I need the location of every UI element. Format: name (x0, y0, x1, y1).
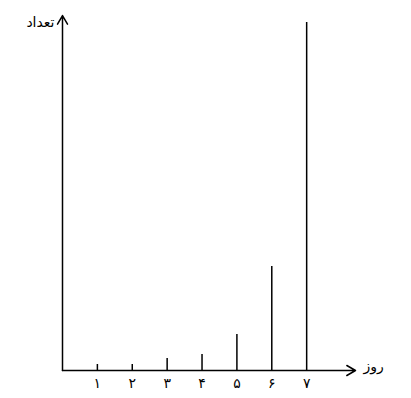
svg-text:۱: ۱ (94, 375, 102, 391)
svg-text:۳: ۳ (163, 375, 171, 391)
svg-text:۶: ۶ (268, 375, 276, 391)
svg-text:تعداد: تعداد (26, 14, 54, 30)
svg-text:روز: روز (363, 358, 384, 375)
svg-text:۲: ۲ (128, 375, 136, 391)
svg-text:۴: ۴ (198, 375, 206, 391)
svg-text:۷: ۷ (303, 375, 311, 391)
svg-text:۵: ۵ (233, 375, 241, 391)
